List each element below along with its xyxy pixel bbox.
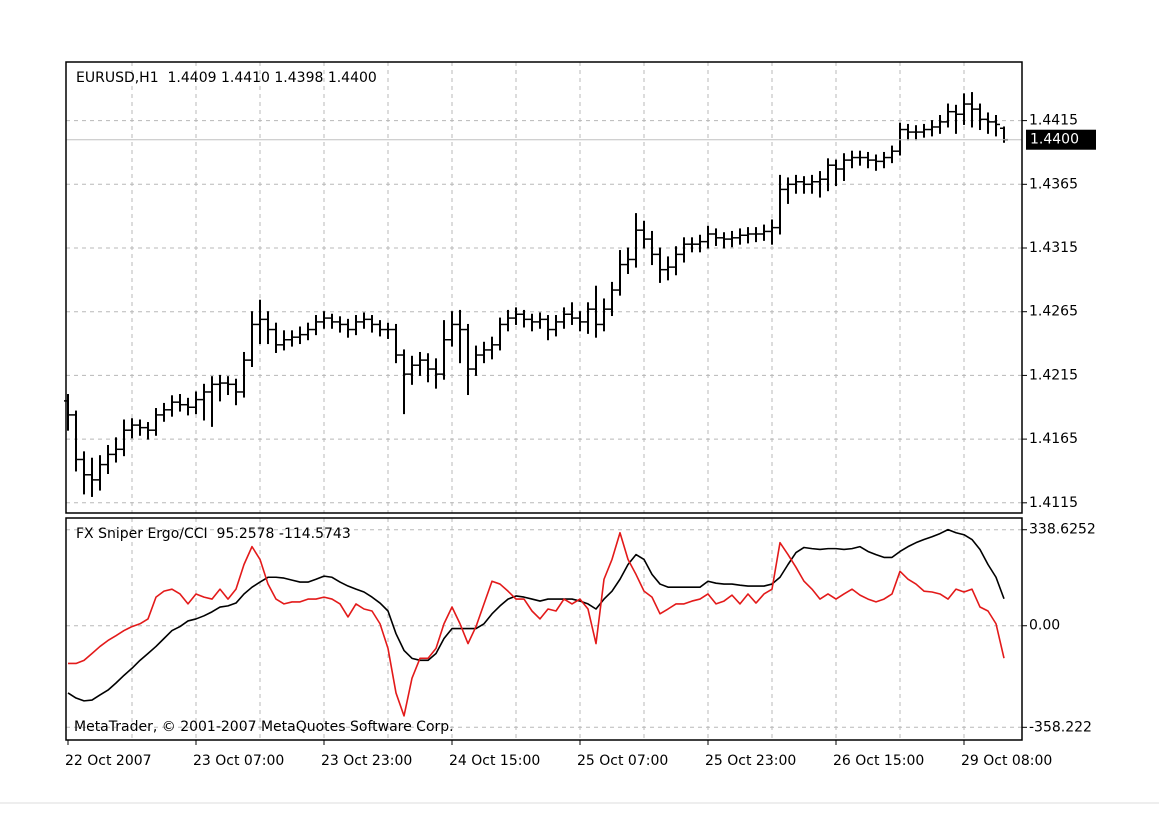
y-tick-label: 1.4115 [1029, 495, 1078, 511]
x-tick-label: 23 Oct 23:00 [321, 753, 412, 769]
panel-frame [65, 61, 1023, 514]
x-tick-label: 29 Oct 08:00 [961, 753, 1052, 769]
y-tick-label: -358.222 [1029, 719, 1092, 735]
x-tick-label: 25 Oct 07:00 [577, 753, 668, 769]
y-tick-label: 0.00 [1029, 618, 1060, 634]
indicator-line [67, 528, 1005, 702]
x-tick-label: 22 Oct 2007 [65, 753, 152, 769]
x-tick-label: 25 Oct 23:00 [705, 753, 796, 769]
x-tick-label: 23 Oct 07:00 [193, 753, 284, 769]
y-tick-label: 1.4165 [1029, 431, 1078, 447]
panel-title: FX Sniper Ergo/CCI 95.2578 -114.5743 [76, 526, 351, 542]
y-tick-label: 1.4415 [1029, 113, 1078, 129]
footer: MetaTrader, © 2001-2007 MetaQuotes Softw… [74, 719, 454, 735]
x-tick-label: 24 Oct 15:00 [449, 753, 540, 769]
y-tick-label: 1.4265 [1029, 304, 1078, 320]
panel-title: EURUSD,H1 1.4409 1.4410 1.4398 1.4400 [76, 70, 377, 86]
y-tick-label: 1.4215 [1029, 367, 1078, 383]
indicator-line [68, 531, 1005, 717]
current-price-box [1026, 129, 1096, 150]
current-price-label: 1.4400 [1030, 132, 1079, 148]
y-tick-label: 1.4315 [1029, 240, 1078, 256]
y-tick-label: 1.4365 [1029, 176, 1078, 192]
x-tick-label: 26 Oct 15:00 [833, 753, 924, 769]
y-tick-label: 338.6252 [1029, 522, 1096, 538]
panel-frame [65, 517, 1023, 741]
